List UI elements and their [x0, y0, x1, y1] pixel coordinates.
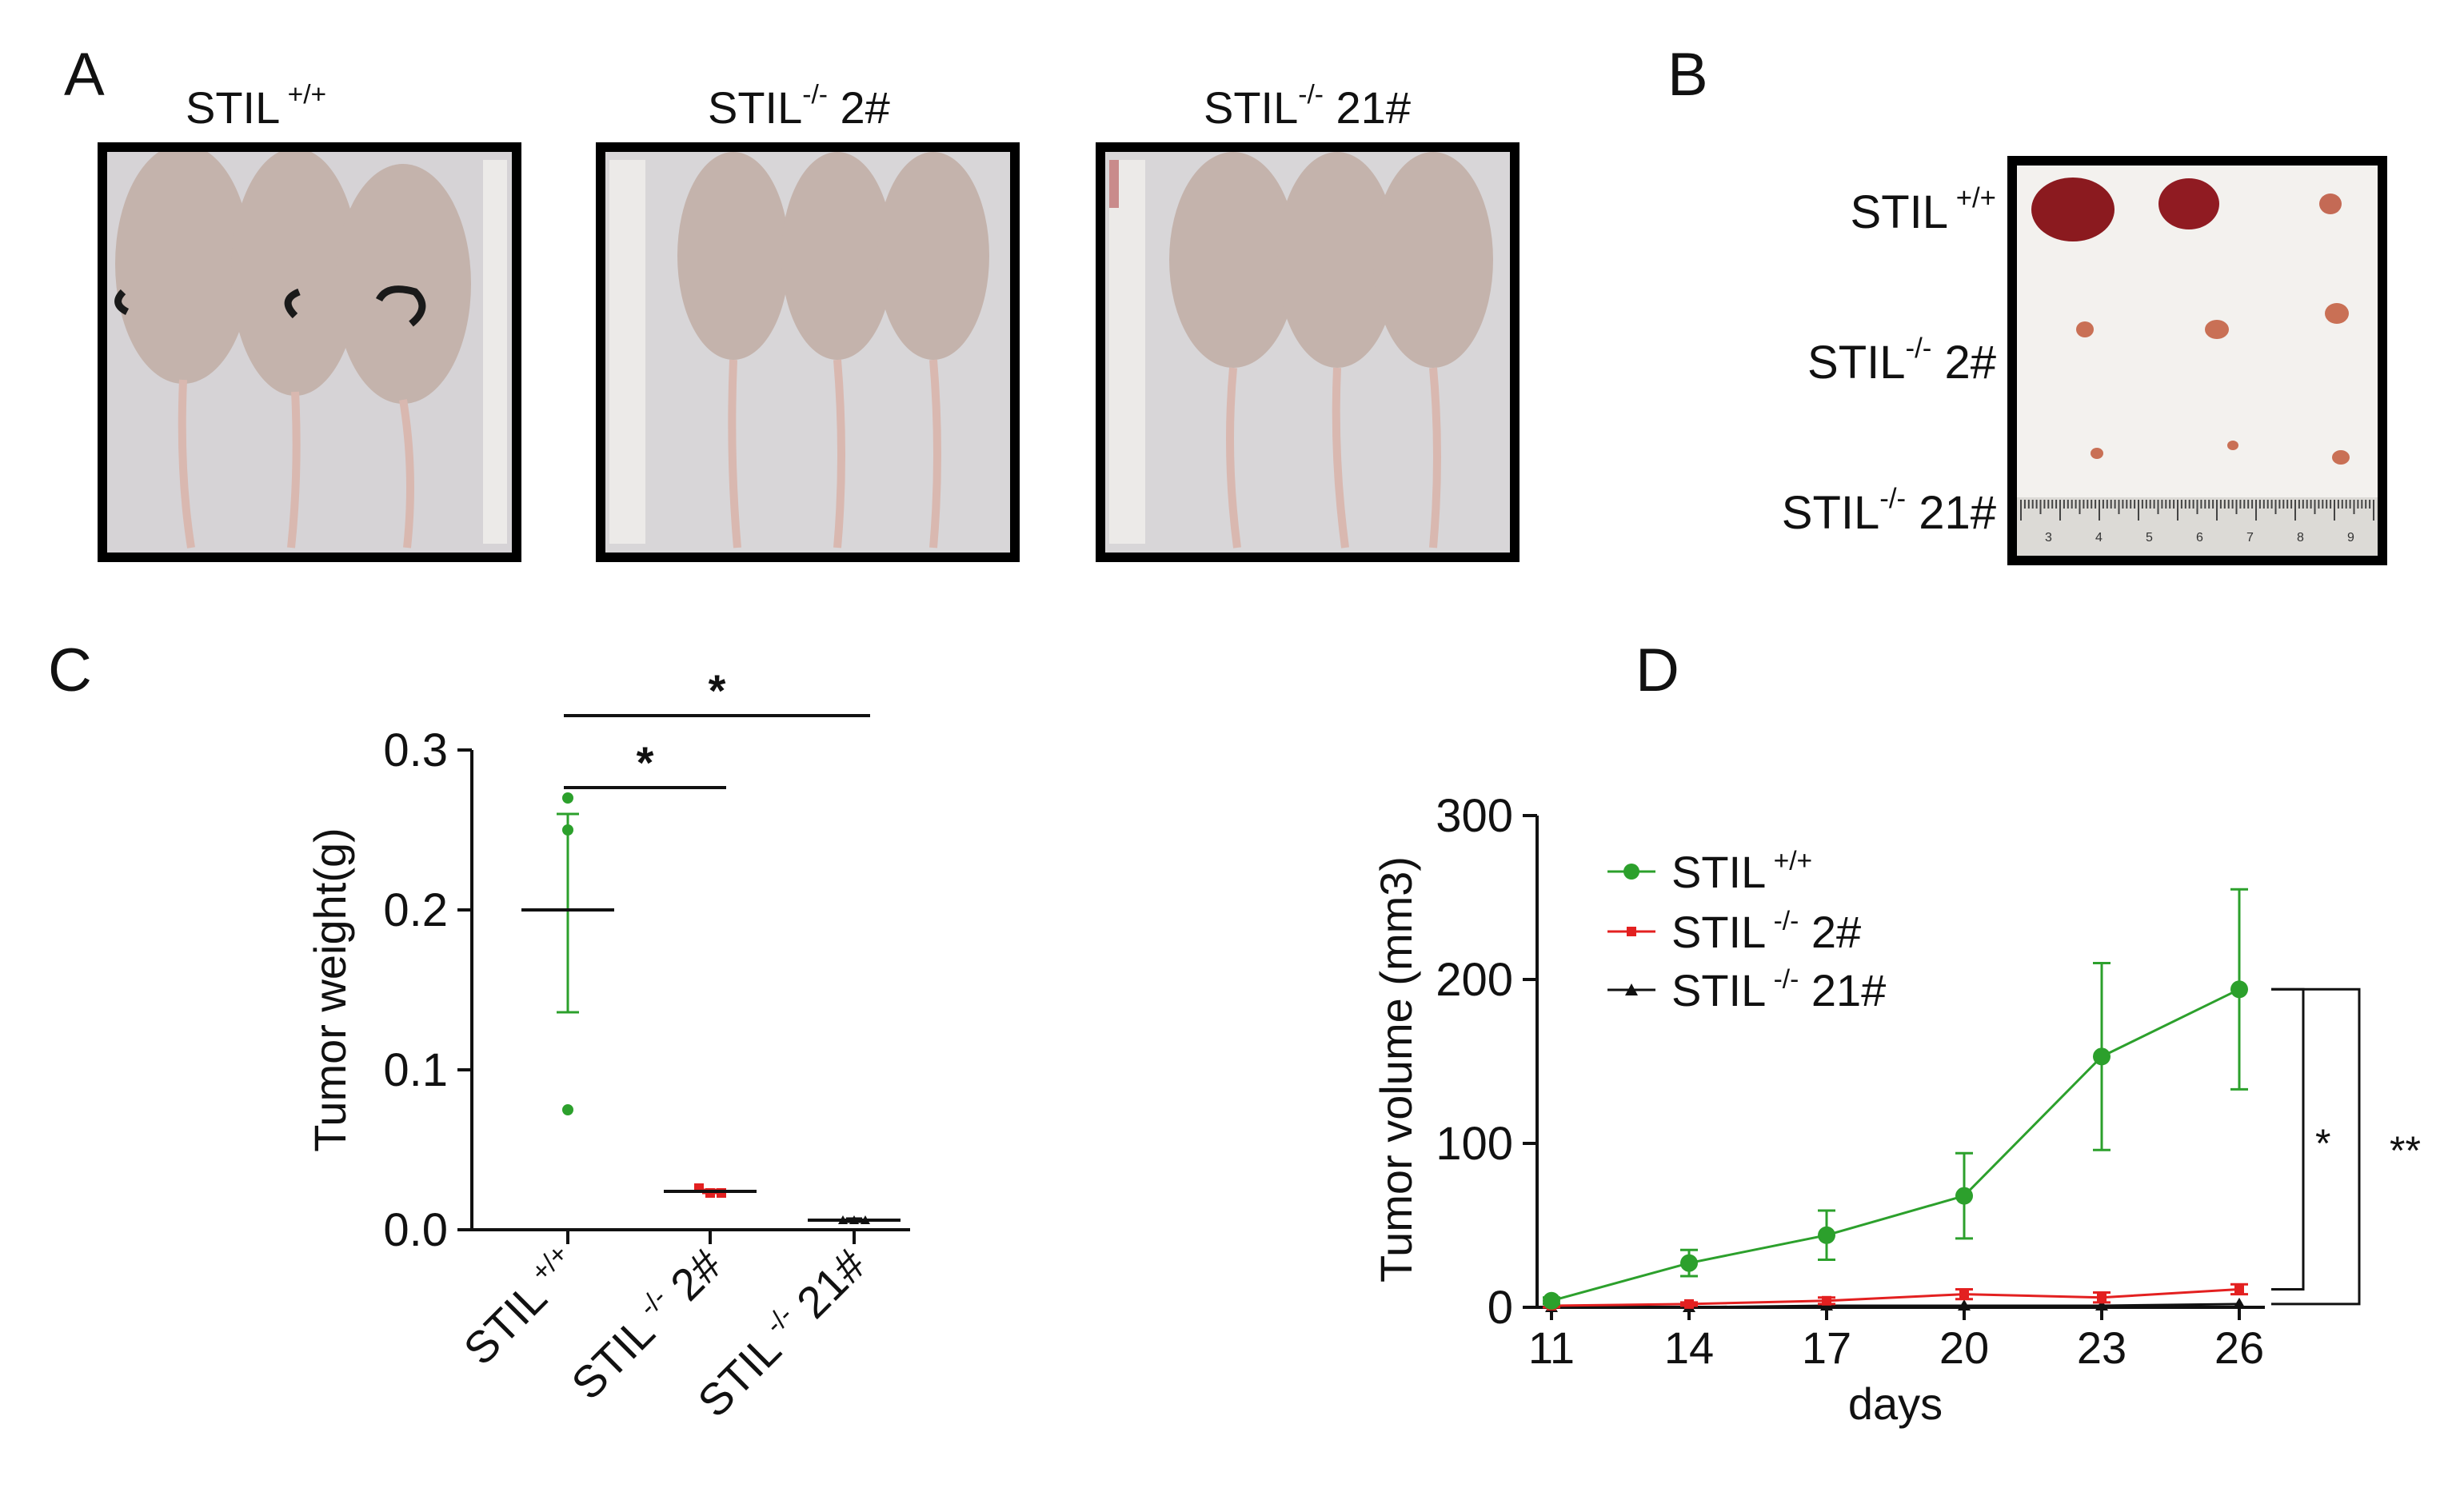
ruler-number: 5: [2146, 531, 2153, 545]
tumor-group-wt: [2031, 178, 2342, 241]
x-tick-label: 11: [1528, 1323, 1575, 1373]
ruler-number: 3: [2045, 531, 2052, 545]
y-tick-label: 200: [1436, 954, 1513, 1006]
y-axis-label: Tumor volume (mm3): [1371, 856, 1421, 1283]
x-tick-label: 23: [2077, 1323, 2127, 1373]
y-tick-label: 0.2: [383, 884, 448, 936]
mice-photo-ko2: [596, 142, 1020, 562]
y-tick-label: 0.1: [383, 1044, 448, 1096]
panel-b-letter: B: [1667, 41, 1708, 109]
panel-c-letter: C: [48, 636, 92, 704]
y-tick-label: 300: [1436, 790, 1513, 842]
data-point: [2097, 1292, 2107, 1303]
significance-label: *: [2315, 1121, 2330, 1166]
significance-label: **: [2390, 1128, 2421, 1173]
mouse-silhouette-group: [115, 152, 471, 404]
data-point: [2095, 1299, 2108, 1311]
legend-label: STIL +/+: [1671, 847, 1812, 897]
data-point: [1680, 1254, 1698, 1272]
x-tick-label: STIL +/+: [453, 1239, 589, 1374]
data-point: [1959, 1289, 1969, 1299]
row-label-ko21: STIL-/- 21#: [1781, 483, 1996, 539]
data-point: [2093, 1047, 2111, 1066]
series-line: [1551, 1303, 2240, 1309]
series-line: [1551, 1287, 2240, 1307]
significance-bracket: [2271, 987, 2361, 1306]
y-tick-label: 100: [1436, 1118, 1513, 1170]
y-tick-label: 0: [1488, 1282, 1513, 1334]
tumor-group-ko2: [2076, 303, 2349, 339]
series-line: [1551, 987, 2240, 1303]
ruler-number: 9: [2347, 531, 2354, 545]
data-point: [1543, 1291, 1560, 1310]
data-point: [1955, 1187, 1973, 1205]
y-tick-label: 0.0: [383, 1204, 448, 1256]
data-point: [1822, 1295, 1831, 1306]
photo-label-wt: STIL +/+: [186, 80, 327, 133]
photo-label-ko21: STIL-/- 21#: [1204, 80, 1411, 133]
ruler-number: 4: [2095, 531, 2103, 545]
x-tick-label: 26: [2214, 1323, 2264, 1373]
y-axis-label: Tumor weight(g): [305, 828, 355, 1152]
significance-label: *: [709, 665, 726, 716]
row-label-wt: STIL +/+: [1850, 182, 1996, 238]
x-tick-label: 14: [1664, 1323, 1714, 1373]
data-point: [2233, 1297, 2246, 1309]
data-point: [562, 1104, 573, 1115]
x-tick-label: 17: [1802, 1323, 1851, 1373]
y-tick-label: 0.3: [383, 724, 448, 776]
legend-marker: [1625, 983, 1638, 995]
data-point: [562, 824, 573, 836]
row-label-ko2: STIL-/- 2#: [1807, 333, 1996, 389]
panel-d-letter: D: [1635, 636, 1679, 704]
legend-marker: [1623, 864, 1639, 880]
significance-bracket: [2271, 987, 2305, 1291]
tumor-group-ko21: [2091, 441, 2350, 465]
data-point: [2234, 1284, 2244, 1295]
legend-marker: [1627, 927, 1636, 936]
x-tick-label: 20: [1939, 1323, 1989, 1373]
data-point: [1958, 1299, 1971, 1311]
significance-label: *: [637, 737, 654, 788]
photo-label-ko2: STIL-/- 2#: [708, 80, 890, 133]
legend-label: STIL -/- 21#: [1671, 965, 1886, 1015]
tumor-volume-chart: 0 100 200 300 11 14 17 20 23 26 days Tumor volume (…: [1371, 790, 2421, 1429]
data-point: [1684, 1299, 1694, 1309]
ruler-number: 6: [2196, 531, 2203, 545]
mice-photo-ko21: [1096, 142, 1520, 562]
legend-label: STIL -/- 2#: [1671, 907, 1861, 957]
panel-a-letter: A: [64, 41, 105, 109]
tumor-photo: 3 4 5 6 7 8 9: [2007, 156, 2387, 565]
x-axis-label: days: [1848, 1378, 1943, 1429]
data-point: [562, 792, 573, 804]
data-point: [1818, 1226, 1835, 1244]
mice-photo-wt: [98, 142, 521, 562]
ruler-number: 8: [2297, 531, 2304, 545]
ruler-number: 7: [2246, 531, 2254, 545]
data-point: [2230, 980, 2248, 999]
